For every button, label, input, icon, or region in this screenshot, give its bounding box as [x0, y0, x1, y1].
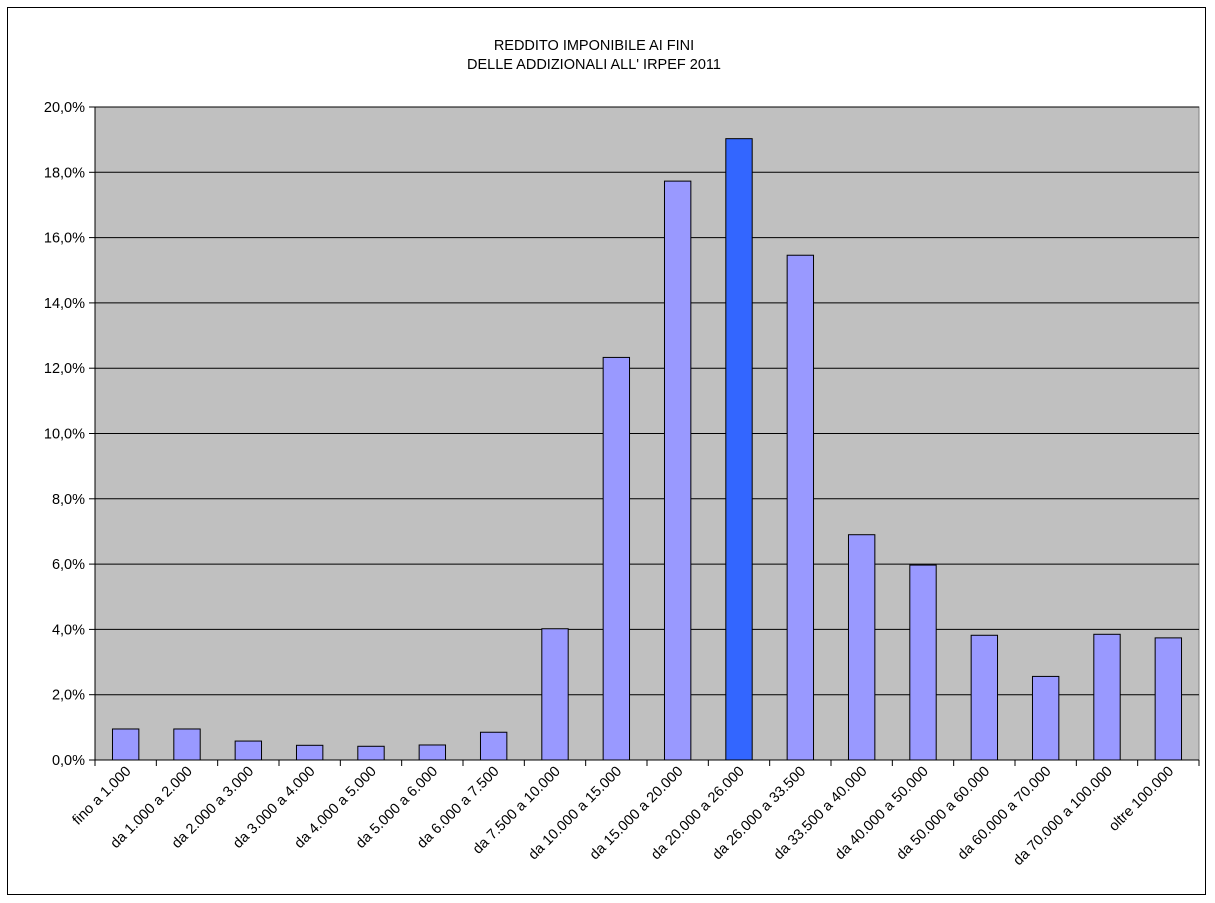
y-tick-label: 18,0% — [44, 165, 85, 181]
bar — [173, 728, 201, 761]
bar — [970, 634, 999, 761]
bar — [663, 180, 692, 761]
bar — [111, 728, 140, 761]
chart-title-line-2: DELLE ADDIZIONALI ALL' IRPEF 2011 — [467, 57, 721, 73]
bar — [295, 744, 324, 761]
y-tick-label: 4,0% — [52, 622, 85, 638]
y-tick-label: 8,0% — [52, 492, 85, 508]
y-tick-label: 2,0% — [52, 688, 85, 704]
y-tick-label: 16,0% — [44, 231, 85, 247]
x-category-label: fino a 1.000 — [70, 764, 135, 829]
bar — [1154, 637, 1183, 761]
bar — [909, 564, 937, 761]
x-category-label: oltre 100.000 — [1106, 764, 1177, 835]
bar — [1031, 675, 1060, 761]
bar — [602, 356, 631, 761]
bar — [479, 731, 508, 761]
y-tick-label: 10,0% — [44, 427, 85, 443]
y-tick-label: 0,0% — [52, 753, 85, 769]
bar — [418, 744, 447, 761]
y-tick-label: 20,0% — [44, 100, 85, 116]
chart-title-line-1: REDDITO IMPONIBILE AI FINI — [494, 38, 694, 54]
bar — [786, 254, 815, 761]
bar — [1093, 633, 1121, 761]
y-tick-label: 14,0% — [44, 296, 85, 312]
chart-frame: REDDITO IMPONIBILE AI FINI DELLE ADDIZIO… — [7, 7, 1206, 895]
y-tick-label: 12,0% — [44, 361, 85, 377]
bar — [725, 138, 753, 761]
bar — [541, 628, 569, 761]
bar — [847, 534, 876, 761]
bar — [234, 740, 263, 761]
bar — [357, 745, 385, 761]
bar-chart: REDDITO IMPONIBILE AI FINI DELLE ADDIZIO… — [44, 38, 1200, 869]
y-tick-label: 6,0% — [52, 557, 85, 573]
